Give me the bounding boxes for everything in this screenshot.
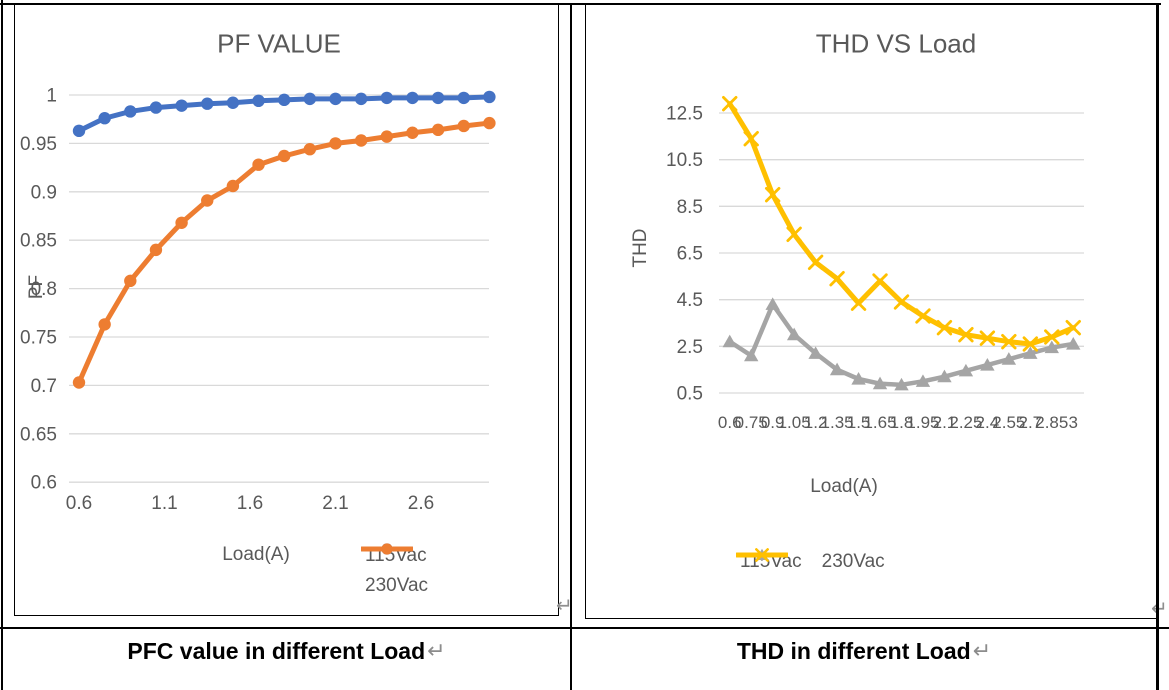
caption-cell-left: PFC value in different Load ↵ — [3, 636, 570, 690]
svg-text:0.8: 0.8 — [31, 279, 57, 300]
caption-return-mark-right: ↵ — [972, 638, 992, 663]
svg-text:12.5: 12.5 — [666, 104, 703, 125]
pf-caption-text: PFC value in different Load — [127, 638, 426, 664]
svg-text:8.5: 8.5 — [677, 197, 703, 218]
pf-x-axis-title: Load(A) — [222, 544, 290, 565]
pf-chart-frame[interactable]: 1 0.95 0.9 0.85 0.8 0.75 0.7 0.65 0.6 0.6 1.1 1.6 2.… — [14, 3, 559, 616]
thd-y-axis-title: THD — [630, 228, 651, 268]
svg-text:1.6: 1.6 — [237, 493, 263, 514]
svg-text:0.9: 0.9 — [761, 413, 785, 432]
svg-text:1.05: 1.05 — [778, 413, 811, 432]
thd-x-axis-title: Load(A) — [810, 476, 878, 497]
thd-plot-canvas: 12.5 10.5 8.5 6.5 4.5 2.5 0.5 0.60.750.91.051.2… — [666, 95, 1084, 432]
table-border-right — [1156, 3, 1159, 690]
svg-text:2.55: 2.55 — [992, 413, 1025, 432]
svg-text:3: 3 — [1069, 413, 1078, 432]
svg-text:0.9: 0.9 — [31, 182, 57, 203]
svg-text:2.25: 2.25 — [949, 413, 982, 432]
svg-text:0.85: 0.85 — [20, 231, 57, 252]
svg-text:0.6: 0.6 — [718, 413, 742, 432]
thd-legend-item-230vac: 230Vac — [736, 547, 885, 577]
paragraph-return-mark-left: ↵ — [556, 595, 573, 617]
pf-legend: 115Vac 230Vac — [361, 541, 428, 601]
svg-text:1.95: 1.95 — [906, 413, 939, 432]
thd-legend-230vac-label: 230Vac — [821, 551, 885, 572]
svg-text:1: 1 — [46, 86, 57, 107]
thd-caption-text: THD in different Load — [736, 638, 971, 664]
svg-text:4.5: 4.5 — [677, 290, 703, 311]
table-border-row-separator — [0, 627, 1169, 629]
svg-text:0.75: 0.75 — [20, 328, 57, 349]
caption-return-mark-left: ↵ — [427, 638, 446, 663]
svg-text:1.5: 1.5 — [847, 413, 871, 432]
svg-text:0.75: 0.75 — [735, 413, 768, 432]
pf-chart-title: PF VALUE — [217, 28, 341, 59]
svg-text:0.6: 0.6 — [66, 493, 92, 514]
svg-text:0.7: 0.7 — [31, 376, 57, 397]
pf-y-axis-title: PF — [26, 274, 47, 300]
paragraph-return-mark-right: ↵ — [1151, 598, 1168, 620]
svg-text:1.8: 1.8 — [890, 413, 914, 432]
svg-text:1.65: 1.65 — [863, 413, 896, 432]
pf-legend-item-230vac: 230Vac — [361, 543, 429, 601]
svg-text:0.65: 0.65 — [20, 424, 57, 445]
svg-text:2.5: 2.5 — [677, 337, 703, 358]
svg-text:0.5: 0.5 — [677, 384, 703, 405]
svg-text:1.35: 1.35 — [821, 413, 854, 432]
svg-text:2.1: 2.1 — [322, 493, 348, 514]
caption-cell-right: THD in different Load ↵ — [572, 636, 1156, 690]
table-border-top — [0, 3, 1161, 5]
svg-text:2.85: 2.85 — [1035, 413, 1068, 432]
pf-legend-230vac-label: 230Vac — [365, 575, 429, 596]
svg-text:0.6: 0.6 — [31, 473, 57, 494]
svg-text:2.1: 2.1 — [933, 413, 957, 432]
svg-text:2.6: 2.6 — [408, 493, 434, 514]
thd-legend-230vac-line-icon — [736, 548, 788, 562]
pf-legend-230vac-line-icon — [361, 543, 413, 555]
thd-chart-title: THD VS Load — [815, 28, 977, 59]
svg-text:10.5: 10.5 — [666, 150, 703, 171]
thd-legend: 115Vac 230Vac — [736, 547, 885, 577]
svg-text:1.2: 1.2 — [804, 413, 828, 432]
svg-text:0.95: 0.95 — [20, 134, 57, 155]
thd-chart-frame[interactable]: 12.5 10.5 8.5 6.5 4.5 2.5 0.5 0.6 0.75 0.9 1.05 1.2… — [585, 3, 1158, 619]
table-border-middle — [570, 3, 572, 690]
svg-text:2.7: 2.7 — [1019, 413, 1043, 432]
table-border-left — [1, 0, 3, 690]
svg-text:6.5: 6.5 — [677, 244, 703, 265]
pf-plot-canvas: 1 0.95 0.9 0.85 0.8 0.75 0.7 0.65 0.6 0.6 1.1 1.6 2.… — [20, 86, 496, 514]
svg-text:1.1: 1.1 — [151, 493, 177, 514]
svg-text:2.4: 2.4 — [976, 413, 1000, 432]
